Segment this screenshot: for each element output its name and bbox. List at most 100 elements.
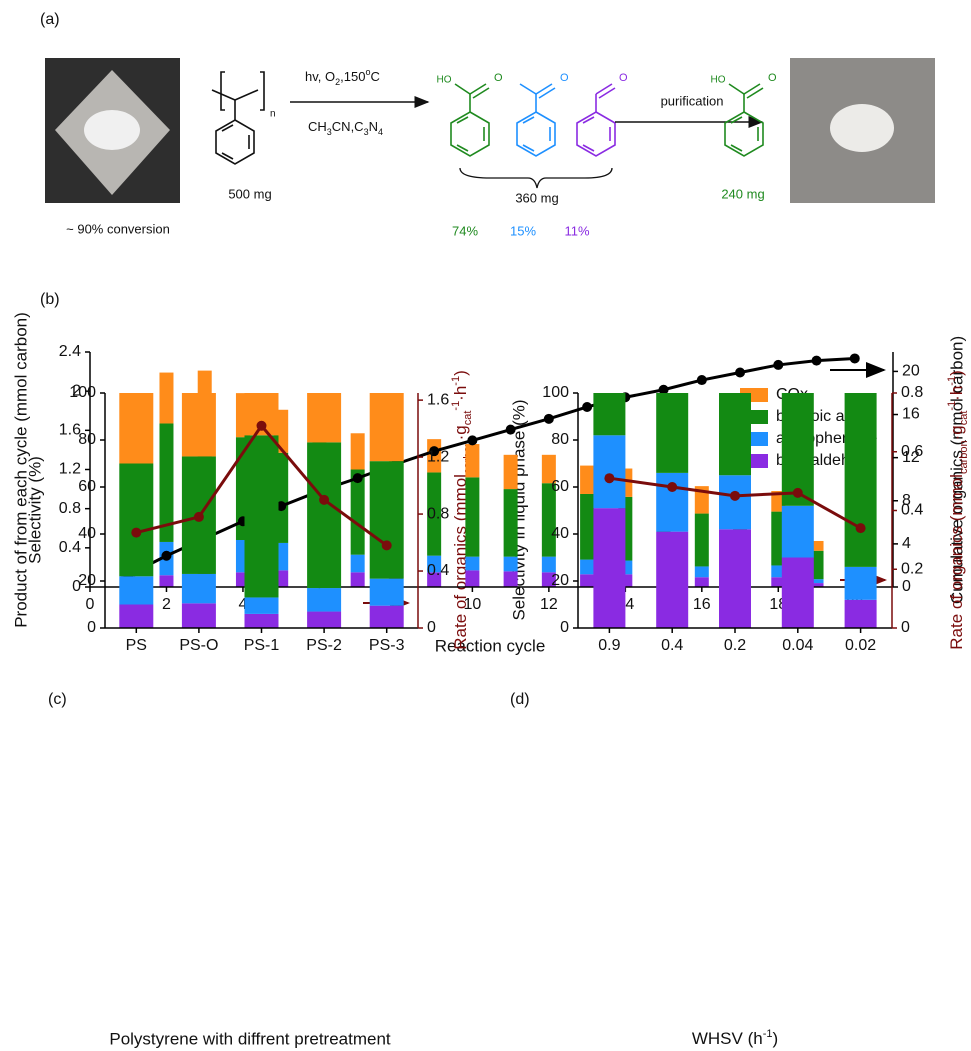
conversion: ~ 90% conversion — [66, 221, 170, 236]
bar-segment — [593, 393, 625, 435]
bar-segment — [159, 373, 173, 424]
bar-segment — [351, 572, 365, 587]
text: carbon — [958, 440, 970, 474]
mass: 500 mg — [228, 186, 271, 201]
text: ·g — [947, 425, 966, 440]
x-tick-label: 0 — [86, 596, 95, 613]
conditions: CH3CN,C3N4 — [308, 119, 383, 137]
x-tick-label: 16 — [693, 596, 711, 613]
y-tick-label: 0 — [87, 619, 96, 636]
bar-segment — [245, 597, 279, 613]
y2-tick-label: 0.6 — [901, 443, 923, 460]
y2-tick-label: 4 — [902, 535, 911, 552]
bar-segment — [119, 605, 153, 629]
y2-tick-label: 0.2 — [901, 560, 923, 577]
bar-segment — [182, 393, 216, 456]
point — [131, 528, 141, 538]
bar-segment — [656, 393, 688, 473]
bar-segment — [593, 435, 625, 508]
text: CH — [308, 119, 327, 134]
point — [735, 367, 745, 377]
y2-tick-label: 0.8 — [427, 505, 449, 522]
point — [382, 540, 392, 550]
bar-segment — [504, 455, 518, 489]
bar-segment — [782, 506, 814, 558]
atom-label: O — [619, 72, 628, 84]
bar-segment — [782, 558, 814, 629]
y-tick-label: 0 — [560, 619, 569, 636]
point — [544, 414, 554, 424]
text: hv, O — [305, 69, 335, 84]
bar-segment — [504, 489, 518, 557]
bar-segment — [307, 442, 341, 588]
bar-segment — [245, 435, 279, 597]
benzoic-acid — [451, 84, 489, 156]
y-tick-label: 1.2 — [59, 461, 81, 478]
point — [793, 488, 803, 498]
bar-segment — [370, 606, 404, 628]
photo-detail — [84, 110, 140, 150]
fraction: 11% — [564, 223, 589, 238]
bar-segment — [119, 576, 153, 604]
text: ·h — [451, 386, 470, 401]
x-tick-label: 0.9 — [598, 637, 620, 654]
y2-tick-label: 0.4 — [427, 562, 449, 579]
bar-segment — [656, 532, 688, 628]
text: -1 — [763, 1028, 773, 1040]
text: ,150 — [340, 69, 365, 84]
point — [812, 356, 822, 366]
panel-label: (b) — [40, 291, 60, 308]
figure: (a) ~ 90% conversion n 500 mg hv, O 2 ,150… — [0, 0, 971, 1051]
text: -1 — [450, 376, 462, 386]
scheme: (a) ~ 90% conversion n 500 mg hv, O2,150… — [40, 11, 935, 238]
y-tick-label: 2.4 — [59, 343, 81, 360]
bar-segment — [719, 529, 751, 628]
point — [850, 353, 860, 363]
y2-tick-label: 16 — [902, 406, 920, 423]
y2-tick-label: 20 — [902, 363, 920, 380]
bar-segment — [370, 393, 404, 461]
x-tick-label: PS-2 — [306, 637, 342, 654]
y-tick-label: 20 — [551, 572, 569, 589]
text: -1 — [946, 376, 958, 386]
step: purification — [661, 93, 724, 108]
point — [582, 402, 592, 412]
bar-segment — [119, 393, 153, 464]
atom-label: O — [494, 72, 503, 84]
bar-segment — [719, 393, 751, 475]
y2-tick-label: 0.8 — [901, 384, 923, 401]
y-tick-label: 80 — [78, 431, 96, 448]
panel-label: (d) — [510, 691, 530, 708]
fraction: 74% — [452, 223, 478, 238]
bar-segment — [307, 612, 341, 628]
text: cat — [462, 411, 474, 426]
x-tick-label: 2 — [162, 596, 171, 613]
point — [319, 495, 329, 505]
panel-label: (a) — [40, 11, 60, 28]
point — [730, 491, 740, 501]
bar-segment — [307, 588, 341, 612]
text: CN,C — [332, 119, 364, 134]
bar-segment — [504, 557, 518, 572]
y2-tick-label: 0 — [902, 578, 911, 595]
y-tick-label: 20 — [78, 572, 96, 589]
bar-segment — [580, 574, 594, 587]
text: 4 — [378, 127, 383, 137]
bar-segment — [119, 464, 153, 577]
point — [353, 473, 363, 483]
point — [257, 421, 267, 431]
x-tick-label: 12 — [540, 596, 558, 613]
bar-segment — [465, 444, 479, 477]
y2-tick-label: 1.6 — [427, 391, 449, 408]
bar-segment — [845, 567, 877, 600]
y2-tick-label: 1.2 — [427, 448, 449, 465]
y2-tick-label: 0 — [901, 619, 910, 636]
fraction: 15% — [510, 223, 536, 238]
acetophenone — [517, 84, 555, 156]
atom-label: O — [768, 72, 777, 84]
bar-segment — [845, 600, 877, 628]
subscript: n — [270, 109, 276, 120]
text: C — [370, 69, 379, 84]
x-axis-title: Polystyrene with diffrent pretreatment — [109, 1029, 391, 1048]
photo-detail — [830, 104, 894, 152]
